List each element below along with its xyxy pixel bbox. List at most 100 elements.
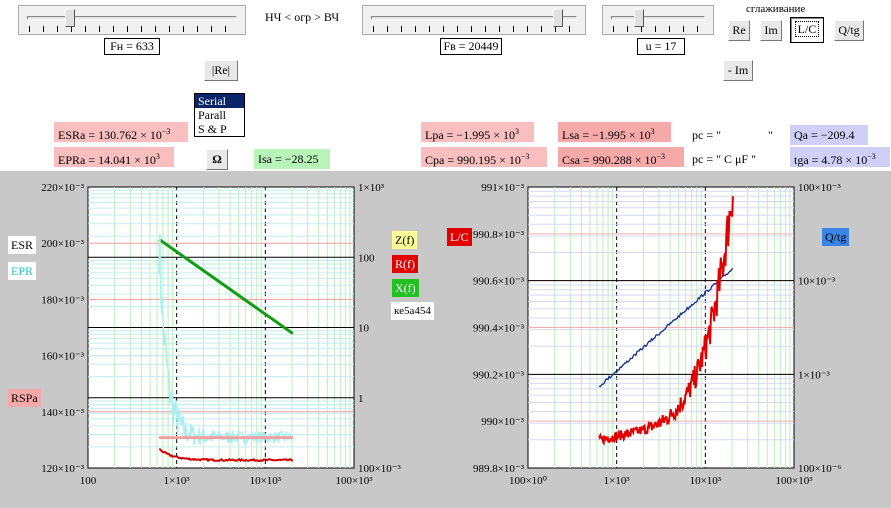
tga-exp: −3: [867, 152, 876, 161]
left-plot-ytick-left: 140×10⁻³: [41, 407, 85, 419]
qa-value: Qa = −209.4: [790, 125, 868, 145]
smoothing-label: сглаживание: [746, 3, 806, 15]
lc-line: [598, 196, 734, 446]
u-slider-ticks: [613, 26, 703, 32]
qtg-button[interactable]: Q/tg: [834, 20, 864, 41]
mode-listbox[interactable]: Serial Parall S & P: [194, 93, 245, 137]
legend-esr: ESR: [8, 236, 37, 254]
right-plot-xtick: 100×10⁰: [509, 475, 548, 487]
epra-value: EPRa = 14.041 × 103: [54, 147, 174, 167]
pc1-text: pc = ": [692, 128, 721, 142]
left-plot-ytick-right: 1×10³: [358, 182, 385, 194]
right-plot-ytick-right: 1×10⁻³: [798, 369, 831, 381]
range-label: НЧ < огр > ВЧ: [265, 10, 340, 24]
fv-field[interactable]: Fв = 20449: [440, 38, 502, 55]
left-plot-ytick-left: 120×10⁻³: [41, 463, 85, 475]
epr-line: [158, 233, 294, 446]
im-button[interactable]: Im: [760, 20, 782, 41]
right-plot-ytick-left: 990.8×10⁻³: [473, 229, 525, 241]
right-plot-xtick: 100×10³: [775, 475, 813, 487]
plots-svg: 220×10⁻³ 200×10⁻³ 180×10⁻³ 160×10⁻³ 140×10⁻³…: [41, 182, 842, 487]
isa-value: Isa = −28.25: [254, 149, 330, 169]
lsa-value: Lsa = −1.995 × 103: [558, 122, 671, 142]
abs-re-button[interactable]: |Re|: [204, 60, 238, 81]
cpa-value: Cpa = 990.195 × 10−3: [421, 147, 547, 167]
pc1-end: ": [768, 128, 773, 142]
fn-slider[interactable]: [18, 5, 246, 35]
omega-button[interactable]: Ω: [206, 149, 228, 170]
u-field[interactable]: u = 17: [637, 38, 685, 55]
u-slider[interactable]: [602, 5, 714, 35]
right-plot-ytick-right: 100×10⁻³: [798, 182, 842, 194]
tga-text: tga = 4.78 × 10: [794, 153, 868, 167]
right-plot-ytick-left: 990.2×10⁻³: [473, 369, 525, 381]
lc-button-label: L/C: [794, 21, 820, 37]
tga-value: tga = 4.78 × 10−3: [790, 147, 890, 167]
left-plot-ytick-right: 100×10⁻³: [358, 463, 402, 475]
legend-qtg: Q/tg: [822, 228, 850, 246]
fn-slider-thumb[interactable]: [65, 9, 75, 27]
fn-slider-track: [27, 16, 237, 20]
left-plot-ytick-left: 200×10⁻³: [41, 238, 85, 250]
lc-button[interactable]: L/C: [790, 17, 824, 43]
esra-exp: −3: [161, 127, 171, 136]
right-plot-ytick-right: 10×10⁻³: [798, 276, 836, 288]
left-plot-ytick-left: 220×10⁻³: [41, 182, 85, 194]
legend-z: Z(f): [392, 231, 418, 249]
lsa-exp: 3: [650, 127, 655, 136]
rf-line: [158, 448, 294, 463]
legend-lc: L/C: [447, 228, 472, 246]
esra-text: ESRa = 130.762 × 10: [58, 128, 162, 142]
left-plot-ytick-left: 160×10⁻³: [41, 351, 85, 363]
left-plot-xtick: 100: [80, 475, 97, 487]
right-plot-ytick-left: 990×10⁻³: [481, 416, 525, 428]
epra-text: EPRa = 14.041 × 10: [58, 153, 156, 167]
right-plot-xtick: 1×10³: [604, 475, 631, 487]
fv-slider-thumb[interactable]: [553, 9, 564, 27]
minus-im-button[interactable]: - Im: [723, 60, 753, 81]
left-plot-ytick-right: 10: [358, 323, 370, 335]
listbox-item-sp[interactable]: S & P: [198, 122, 227, 136]
lsa-text: Lsa = −1.995 × 10: [562, 128, 651, 142]
pc-units-cuf: pc = " C μF ": [692, 152, 757, 166]
fn-field[interactable]: Fн = 633: [104, 38, 160, 55]
lpa-text: Lpa = −1.995 × 10: [425, 128, 515, 142]
left-plot-ytick-right: 100: [358, 252, 375, 264]
legend-epr: EPR: [8, 262, 37, 280]
pc-units-empty: pc = " ": [688, 125, 783, 145]
u-slider-track: [611, 16, 705, 20]
legend-hex: ке5а454: [391, 302, 434, 320]
esra-value: ESRa = 130.762 × 10−3: [54, 122, 188, 142]
fv-slider-ticks: [373, 26, 575, 32]
right-plot-ytick-left: 990.6×10⁻³: [473, 276, 525, 288]
left-plot-xtick: 1×10³: [164, 475, 191, 487]
legend-r: R(f): [392, 255, 418, 273]
csa-value: Csa = 990.288 × 10−3: [558, 147, 684, 167]
left-plot-xtick: 100×10³: [335, 475, 373, 487]
legend-x: X(f): [392, 279, 419, 297]
right-plot-ytick-right: 100×10⁻⁶: [798, 463, 842, 475]
lpa-value: Lpa = −1.995 × 103: [421, 122, 534, 142]
right-plot-ytick-left: 990.4×10⁻³: [473, 323, 525, 335]
cpa-text: Cpa = 990.195 × 10: [425, 153, 521, 167]
qtg-line: [598, 268, 734, 388]
lpa-exp: 3: [514, 127, 519, 136]
xf-line: [158, 238, 294, 335]
right-plot-ytick-left: 989.8×10⁻³: [473, 463, 525, 475]
u-slider-thumb[interactable]: [633, 9, 644, 27]
right-plot-ytick-left: 991×10⁻³: [481, 182, 525, 194]
fv-slider[interactable]: [362, 5, 586, 35]
listbox-item-serial[interactable]: Serial: [195, 94, 244, 108]
fn-slider-ticks: [29, 26, 235, 32]
csa-exp: −3: [656, 152, 666, 161]
cpa-exp: −3: [520, 152, 530, 161]
epra-exp: 3: [155, 152, 160, 161]
csa-text: Csa = 990.288 × 10: [562, 153, 657, 167]
plots-panel: 220×10⁻³ 200×10⁻³ 180×10⁻³ 160×10⁻³ 140×10⁻³…: [0, 171, 891, 508]
left-plot-ytick-right: 1: [358, 393, 364, 405]
re-button[interactable]: Re: [728, 20, 750, 41]
fv-slider-track: [371, 16, 577, 20]
listbox-item-parall[interactable]: Parall: [198, 108, 226, 122]
legend-rspa: RSPa: [8, 389, 41, 407]
